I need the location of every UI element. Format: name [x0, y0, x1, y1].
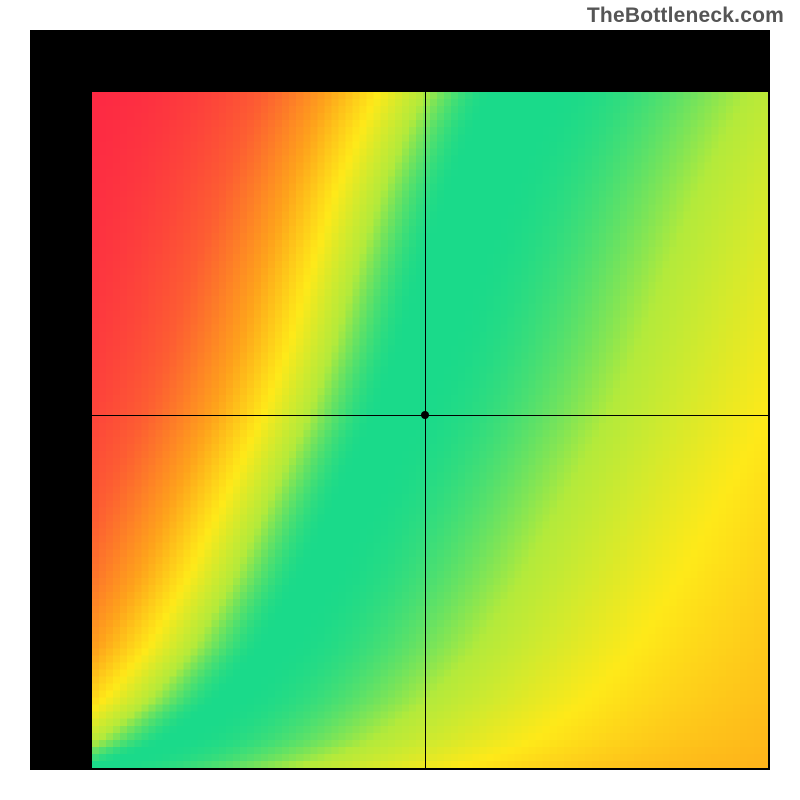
selection-marker-dot — [421, 411, 429, 419]
crosshair-horizontal — [92, 415, 768, 416]
heatmap-canvas — [92, 92, 768, 768]
watermark-text: TheBottleneck.com — [587, 4, 784, 28]
chart-plot-area — [92, 92, 768, 768]
crosshair-vertical — [425, 92, 426, 768]
chart-outer-frame — [30, 30, 770, 770]
